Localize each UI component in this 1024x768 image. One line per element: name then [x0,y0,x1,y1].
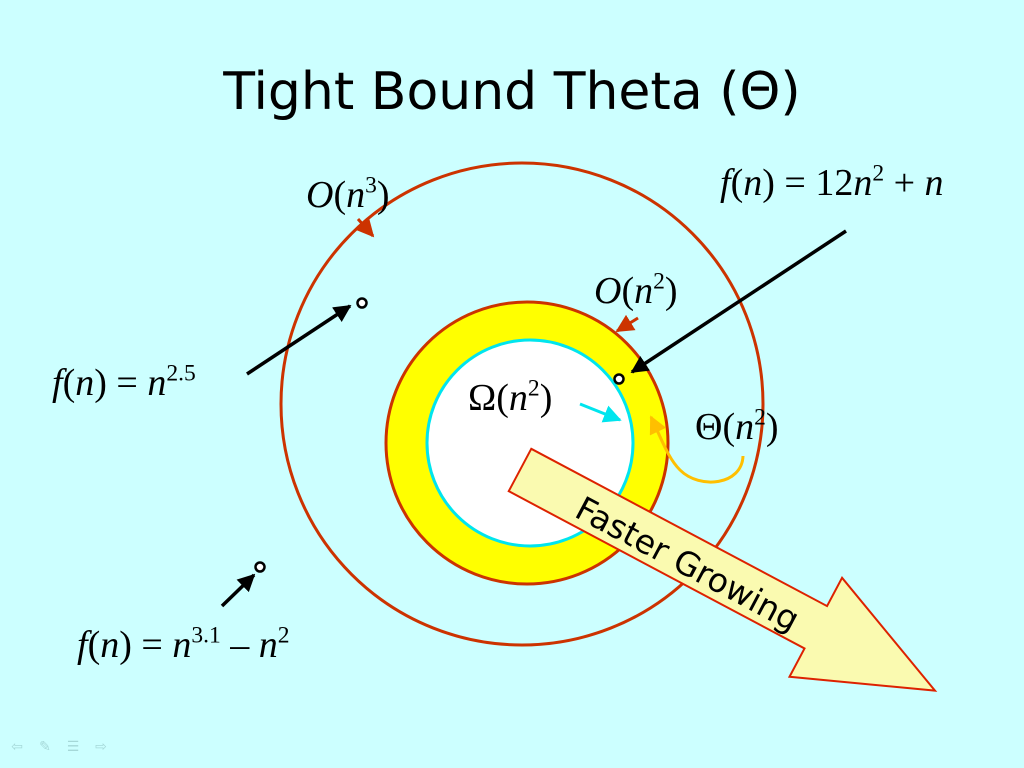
pen-icon[interactable]: ✎ [39,739,51,755]
slide-title: Tight Bound Theta (Θ) [223,62,801,122]
point-f2 [254,561,266,573]
f1-label: f(n) = n2.5 [52,360,196,404]
big-o-n2-pointer [615,314,639,333]
big-o-n2-label: O(n2) [594,268,678,312]
f2-pointer [220,573,256,608]
point-f1 [356,297,368,309]
slide-nav: ⇦ ✎ ☰ ⇨ [8,740,110,754]
theta-pointer [649,415,745,484]
prev-arrow-icon[interactable]: ⇦ [11,739,23,755]
point-f3 [613,373,625,385]
f2-label: f(n) = n3.1 – n2 [77,622,290,666]
omega-n2-label: Ω(n2) [468,375,553,419]
faster-growing-label: Faster Growing [569,489,806,640]
f1-pointer [246,304,352,376]
big-o-n3-label: O(n3) [306,172,390,216]
big-o-n3-circle [279,161,765,647]
f3-pointer [630,229,847,374]
faster-growing-arrow [507,447,938,692]
theta-n2-label: Θ(n2) [695,404,779,448]
next-arrow-icon[interactable]: ⇨ [95,739,107,755]
f3-label: f(n) = 12n2 + n [720,160,944,204]
omega-pointer [579,402,622,423]
menu-icon[interactable]: ☰ [66,739,80,755]
big-o-n3-pointer [355,217,375,238]
